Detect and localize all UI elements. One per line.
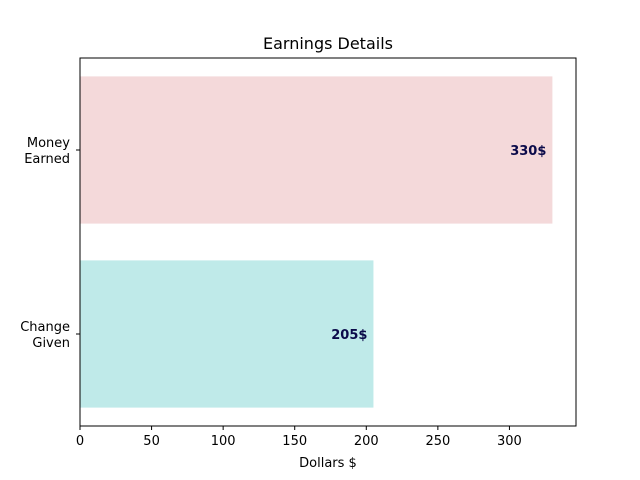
data-label: 330$ xyxy=(510,144,546,159)
y-tick-label: Money Earned xyxy=(24,136,70,167)
chart-title: Earnings Details xyxy=(263,34,393,53)
x-tick-label: 300 xyxy=(497,434,522,449)
bars-layer xyxy=(80,76,553,408)
bar xyxy=(80,76,553,224)
x-tick-label: 0 xyxy=(76,434,84,449)
y-tick-label: Change Given xyxy=(20,320,70,351)
data-labels-layer: 330$ 205$ xyxy=(331,144,546,343)
data-label: 205$ xyxy=(331,328,367,343)
x-tick-label: 50 xyxy=(143,434,160,449)
plot-frame xyxy=(79,57,577,427)
x-tick-label: 150 xyxy=(282,434,307,449)
x-axis: 0 50 100 150 200 250 300 xyxy=(76,426,522,449)
x-tick-label: 200 xyxy=(354,434,379,449)
x-tick-label: 250 xyxy=(425,434,450,449)
y-axis: Money Earned Change Given xyxy=(20,136,80,351)
bar xyxy=(80,260,374,408)
x-axis-label: Dollars $ xyxy=(299,456,357,471)
x-tick-label: 100 xyxy=(211,434,236,449)
